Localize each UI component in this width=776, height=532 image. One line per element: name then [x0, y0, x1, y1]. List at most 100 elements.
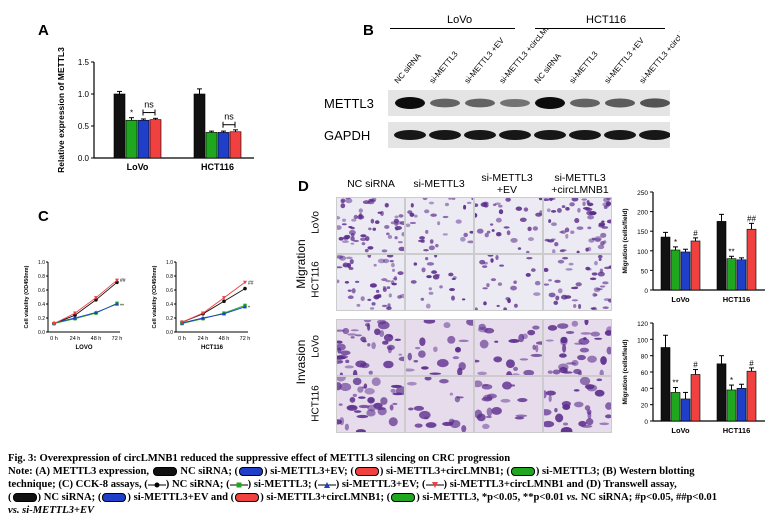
stained-cell	[353, 239, 360, 243]
stained-cell	[576, 250, 580, 255]
y-tick-label: 0.0	[78, 154, 90, 163]
stained-cell	[486, 230, 491, 234]
stained-cell	[534, 280, 541, 286]
series-line-red-inverted-triangle	[181, 281, 246, 323]
stained-cell	[408, 407, 414, 411]
stained-cell	[385, 279, 391, 283]
transwell-micrograph	[334, 196, 407, 254]
stained-cell	[601, 226, 609, 229]
stained-cell	[545, 390, 556, 396]
band-mettl3	[465, 98, 495, 108]
band-mettl3	[500, 98, 530, 108]
stained-cell	[578, 420, 587, 427]
stained-cell	[482, 287, 488, 290]
stained-cell	[551, 238, 556, 241]
stained-cell	[435, 243, 439, 248]
significance-mark: *	[248, 305, 250, 311]
bar-LoVo-red	[149, 119, 162, 159]
significance-mark: **	[728, 247, 734, 256]
significance-mark: *	[130, 109, 133, 118]
panel-d-letter: D	[298, 178, 309, 195]
stained-cell	[436, 359, 449, 368]
y-tick-label: 0.4	[166, 302, 173, 308]
stained-cell	[532, 344, 536, 351]
y-axis-label: Cell viability (OD450nm)	[152, 265, 158, 328]
stained-cell	[429, 372, 442, 375]
stained-cell	[428, 291, 434, 295]
stained-cell	[448, 272, 454, 277]
stained-cell	[543, 283, 550, 286]
stained-cell	[505, 359, 515, 369]
stained-cell	[585, 266, 591, 271]
stained-cell	[350, 329, 359, 332]
stained-cell	[413, 262, 418, 266]
stained-cell	[458, 339, 469, 343]
data-point	[94, 296, 98, 300]
blot-group-line	[535, 28, 665, 29]
blot-group-line	[390, 28, 515, 29]
transwell-col-label-4: si-METTL3 +circLMNB1	[551, 172, 609, 196]
stained-cell	[350, 236, 355, 242]
stained-cell	[573, 304, 577, 308]
stained-cell	[590, 331, 601, 337]
stained-cell	[355, 280, 360, 283]
stained-cell	[345, 196, 351, 200]
stained-cell	[490, 278, 497, 282]
band-mettl3	[605, 98, 635, 108]
bar-LoVo-black	[660, 347, 671, 422]
stained-cell	[369, 307, 375, 310]
stained-cell	[413, 360, 419, 363]
stained-cell	[414, 214, 418, 218]
stained-cell	[397, 241, 403, 244]
y-tick-label: 0.0	[38, 330, 45, 336]
blot-row-label-mettl3: METTL3	[324, 96, 374, 111]
stained-cell	[367, 343, 371, 347]
stained-cell	[540, 409, 552, 416]
panel-b-letter: B	[363, 22, 374, 39]
caption-title: Fig. 3: Overexpression of circLMNB1 redu…	[8, 453, 511, 464]
stained-cell	[386, 254, 394, 258]
stained-cell	[557, 259, 565, 264]
stained-cell	[549, 196, 553, 202]
row-label-lovo-invasion: LoVo	[310, 335, 322, 358]
transwell-micrograph	[540, 376, 613, 436]
stained-cell	[349, 397, 356, 403]
stained-cell	[573, 401, 584, 408]
stained-cell	[373, 263, 377, 267]
stained-cell	[562, 343, 567, 353]
stained-cell	[425, 303, 431, 309]
stained-cell	[358, 208, 363, 213]
data-point	[180, 320, 184, 325]
section-label-invasion: Invasion	[294, 339, 308, 385]
stained-cell	[337, 360, 343, 363]
stained-cell	[550, 209, 557, 213]
row-label-hct116-invasion: HCT116	[310, 385, 322, 422]
y-tick-label: 100	[637, 249, 648, 256]
significance-mark: **	[672, 379, 678, 388]
stained-cell	[431, 270, 438, 274]
stained-cell	[562, 404, 571, 410]
stained-cell	[561, 205, 566, 209]
stained-cell	[350, 242, 355, 245]
stained-cell	[382, 258, 390, 264]
stained-cell	[496, 304, 500, 308]
stained-cell	[498, 209, 504, 215]
stained-cell	[428, 287, 432, 291]
stained-cell	[587, 215, 595, 220]
stained-cell	[398, 214, 404, 218]
stained-cell	[335, 266, 343, 269]
bar-LoVo-blue	[680, 251, 691, 291]
stained-cell	[391, 282, 397, 286]
band-mettl3	[395, 97, 425, 109]
transwell-micrograph	[474, 254, 543, 312]
transwell-micrograph	[543, 254, 614, 312]
stained-cell	[421, 267, 426, 273]
stained-cell	[577, 354, 586, 361]
stained-cell	[586, 384, 598, 392]
transwell-col-label-2: si-METTL3	[413, 178, 465, 190]
data-point	[222, 296, 226, 300]
stained-cell	[519, 217, 527, 222]
stained-cell	[345, 256, 353, 260]
bar-LoVo-black	[660, 236, 671, 291]
y-tick-label: 150	[637, 229, 648, 236]
